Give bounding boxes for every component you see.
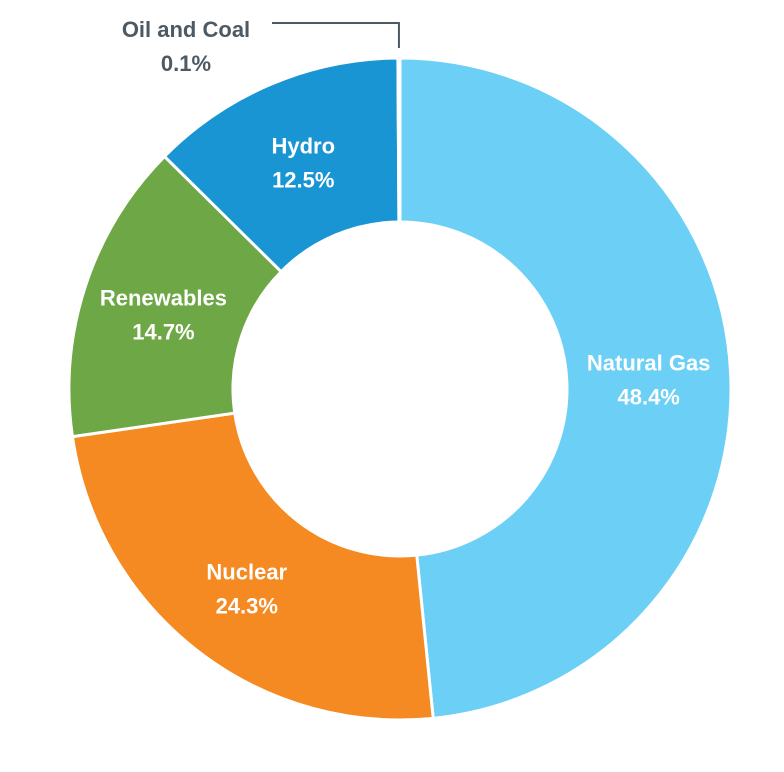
slice-value: 24.3% (216, 593, 278, 618)
slice-value: 0.1% (161, 51, 211, 76)
slices-layer (67, 56, 733, 722)
slice-hydro (162, 56, 401, 274)
slice-oil-and-coal (396, 56, 402, 224)
labels-layer: Natural Gas 48.4% Nuclear 24.3% Renewables 14… (100, 17, 711, 618)
slice-name: Natural Gas (587, 350, 711, 375)
slice-label-renewables: Renewables 14.7% (100, 285, 227, 344)
slice-nuclear (70, 411, 435, 722)
slice-value: 12.5% (272, 168, 334, 193)
slice-natural-gas (398, 56, 733, 720)
slice-name: Oil and Coal (122, 17, 250, 42)
slice-name: Nuclear (206, 559, 287, 584)
slice-label-natural-gas: Natural Gas 48.4% (587, 350, 711, 409)
callout-leader-line (272, 22, 400, 49)
slice-label-nuclear: Nuclear 24.3% (206, 559, 287, 618)
slice-name: Hydro (271, 134, 335, 159)
slice-label-hydro: Hydro 12.5% (271, 134, 335, 193)
slice-name: Renewables (100, 285, 227, 310)
callout-label-oil-and-coal: Oil and Coal 0.1% (122, 17, 250, 76)
slice-renewables (67, 154, 284, 439)
slice-value: 48.4% (617, 384, 679, 409)
slice-value: 14.7% (132, 319, 194, 344)
